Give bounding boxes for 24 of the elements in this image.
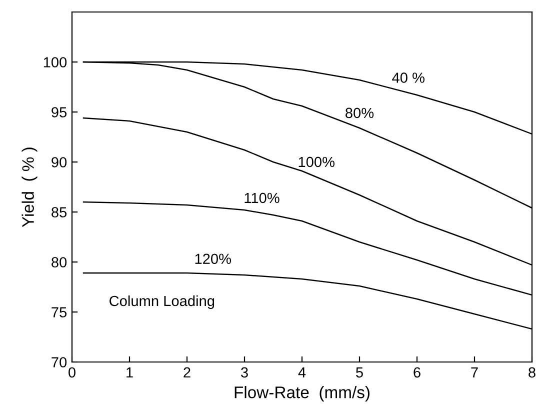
x-tick-label: 8 <box>528 367 536 378</box>
series-label: 80% <box>346 108 374 118</box>
y-tick-label: 70 <box>52 357 67 368</box>
y-axis-title: Yield ( % ) <box>22 148 38 228</box>
series-label: 100% <box>298 156 335 168</box>
x-tick-label: 3 <box>241 367 248 378</box>
y-tick-label: 100 <box>44 57 67 68</box>
x-tick-label: 0 <box>68 367 76 378</box>
y-tick-label: 80 <box>52 257 67 268</box>
x-tick-label: 4 <box>298 367 306 378</box>
series-label: 110% <box>244 192 280 204</box>
series-label: 120% <box>195 254 232 264</box>
x-tick-label: 7 <box>471 367 478 378</box>
annotation: Column Loading <box>110 295 214 310</box>
x-axis-title: Flow-Rate (mm/s) <box>234 386 370 402</box>
x-tick-label: 2 <box>184 367 190 378</box>
y-tick-label: 85 <box>52 207 67 218</box>
y-tick-label: 95 <box>52 107 67 118</box>
series-label: 40 % <box>392 72 424 83</box>
x-tick-label: 1 <box>126 367 133 378</box>
y-tick-label: 75 <box>52 307 67 318</box>
x-tick-label: 6 <box>414 367 420 378</box>
x-tick-label: 5 <box>356 367 363 378</box>
y-tick-label: 90 <box>52 157 67 168</box>
